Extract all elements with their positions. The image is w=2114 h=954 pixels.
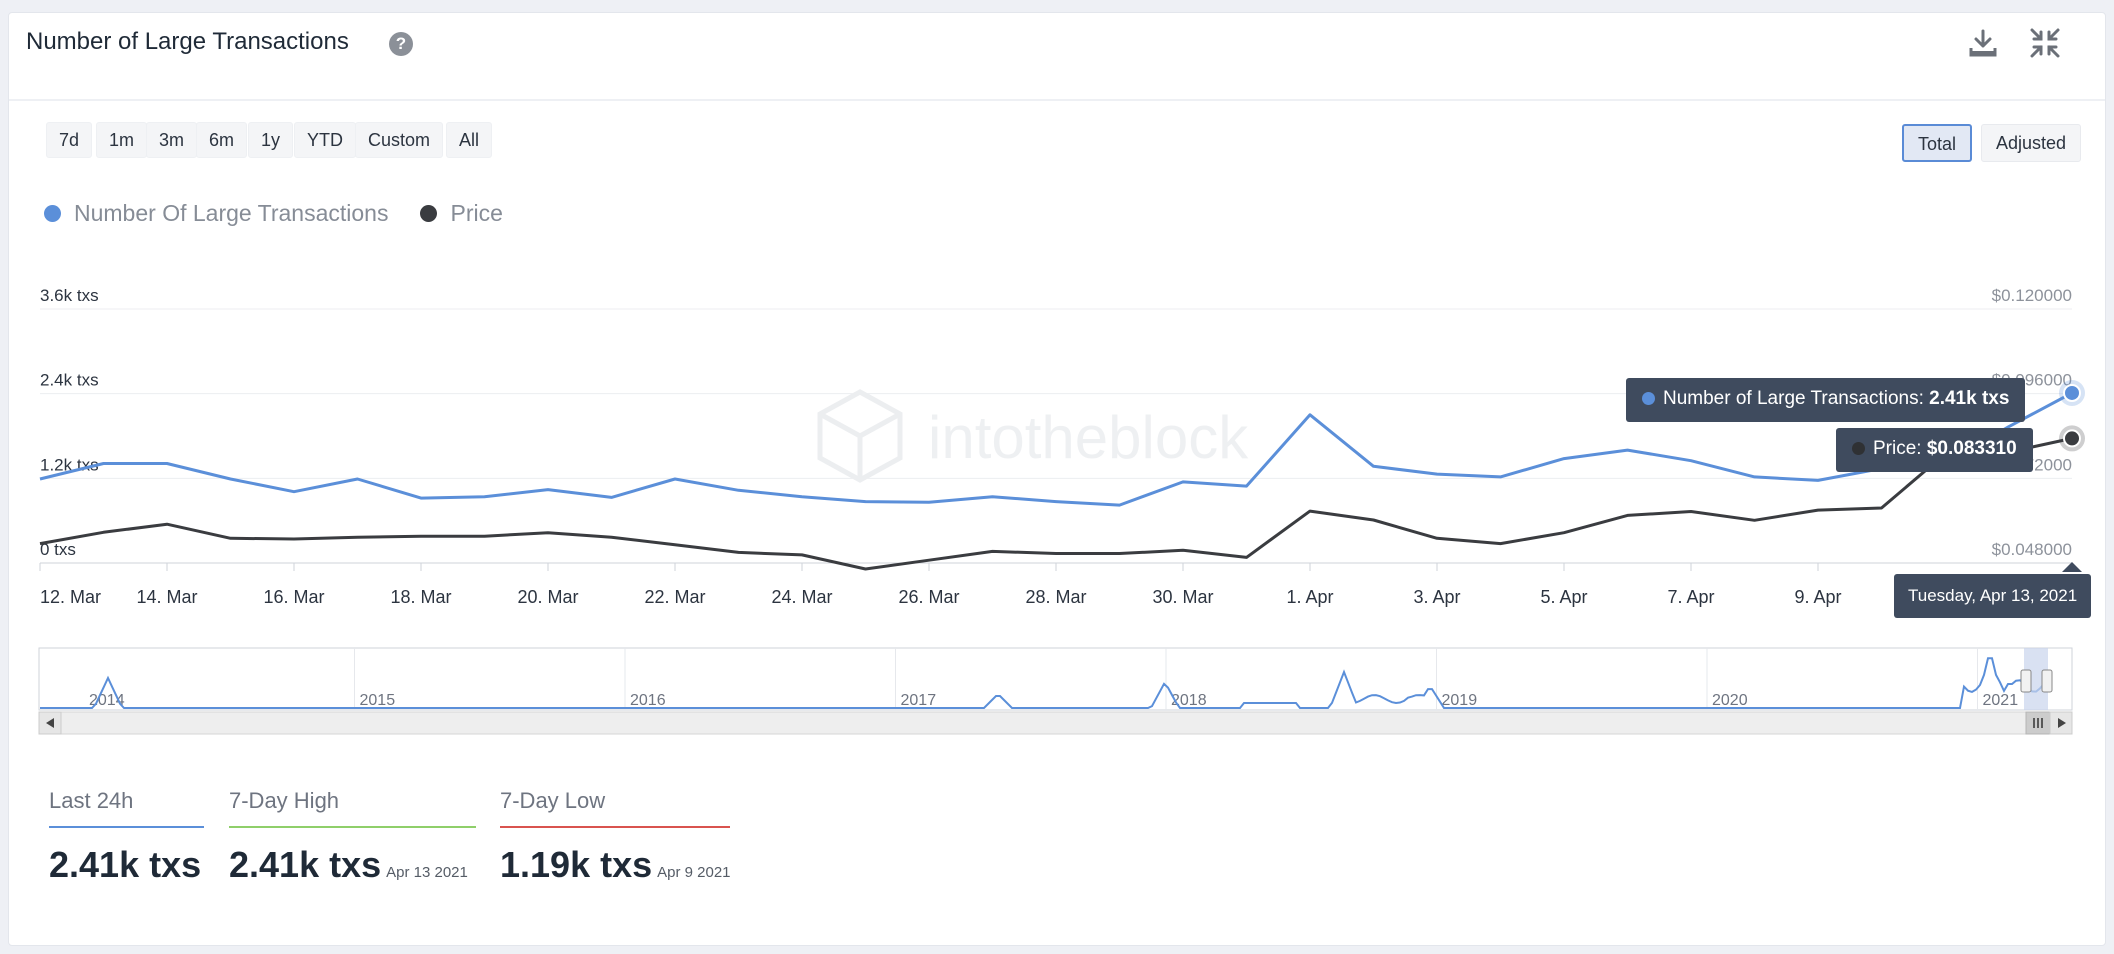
navigator-right-handle[interactable]	[2041, 669, 2053, 693]
x-tick-label: 1. Apr	[1286, 587, 1333, 607]
x-tick-label: 3. Apr	[1413, 587, 1460, 607]
stat-last-24h-value: 2.41k txs	[49, 844, 201, 886]
navigator-year-label: 2021	[1983, 692, 2019, 709]
tooltip-transactions: Number of Large Transactions: 2.41k txs	[1626, 378, 2026, 422]
x-tick-label: 14. Mar	[136, 587, 197, 607]
watermark-text: intotheblock	[928, 404, 1249, 471]
navigator-left-handle[interactable]	[2020, 669, 2032, 693]
navigator-year-label: 2015	[360, 692, 396, 709]
tooltip-price: Price: $0.083310	[1836, 428, 2033, 472]
tooltip-transactions-value: 2.41k txs	[1929, 388, 2010, 409]
navigator-scrollbar-track[interactable]	[38, 711, 2073, 735]
x-tick-label: 28. Mar	[1025, 587, 1086, 607]
navigator-year-label: 2016	[630, 692, 666, 709]
scroll-right-arrow-icon	[2058, 718, 2066, 728]
x-tick-label: 12. Mar	[40, 587, 101, 607]
legend-label-price: Price	[450, 199, 503, 226]
stat-last-24h-number: 2.41k txs	[49, 844, 202, 885]
scrollbar-grip-icon	[2033, 718, 2043, 728]
collapse-icon[interactable]	[2028, 26, 2062, 60]
stat-7day-low-label: 7-Day Low	[500, 788, 730, 828]
range-all-button[interactable]: All	[446, 122, 493, 158]
stat-last-24h-label: Last 24h	[49, 788, 204, 828]
x-tick-label: 9. Apr	[1794, 587, 1841, 607]
help-icon[interactable]: ?	[389, 32, 413, 56]
x-tick-label: 5. Apr	[1540, 587, 1587, 607]
y-right-tick-label: $0.048000	[1992, 540, 2072, 559]
y-left-tick-label: 3.6k txs	[40, 286, 99, 305]
date-tooltip-pointer	[2062, 562, 2082, 572]
stat-7day-high-number: 2.41k txs	[229, 844, 382, 885]
card-header	[9, 13, 2105, 101]
series-line-price	[39, 436, 2073, 571]
legend-dot-transactions	[44, 204, 61, 222]
x-tick-label: 20. Mar	[517, 587, 578, 607]
series-line-transactions	[39, 391, 2073, 507]
tooltip-price-dot	[1852, 442, 1865, 455]
tooltip-transactions-dot	[1642, 392, 1655, 405]
navigator-series-line	[40, 657, 2049, 709]
x-tick-label: 22. Mar	[644, 587, 705, 607]
range-ytd-button[interactable]: YTD	[294, 122, 356, 158]
stat-last-24h: Last 24h 2.41k txs	[49, 788, 204, 885]
hover-point-transactions[interactable]	[2063, 383, 2081, 402]
x-tick-label: 30. Mar	[1152, 587, 1213, 607]
range-7d-button[interactable]: 7d	[46, 122, 93, 158]
tooltip-date: Tuesday, Apr 13, 2021	[1894, 574, 2092, 618]
stat-7day-low-date: Apr 9 2021	[657, 864, 731, 881]
range-6m-button[interactable]: 6m	[196, 122, 248, 158]
y-left-tick-label: 0 txs	[40, 540, 76, 559]
navigator-year-label: 2020	[1712, 692, 1748, 709]
navigator-year-label: 2018	[1171, 692, 1207, 709]
tooltip-price-label: Price:	[1873, 438, 1922, 459]
navigator-year-label: 2017	[901, 692, 937, 709]
x-tick-label: 16. Mar	[263, 587, 324, 607]
tooltip-transactions-label: Number of Large Transactions:	[1663, 388, 1924, 409]
download-icon[interactable]	[1966, 26, 2000, 60]
hover-point-price[interactable]	[2063, 429, 2081, 448]
legend-label-transactions: Number Of Large Transactions	[74, 199, 389, 226]
legend-dot-price	[420, 204, 438, 222]
stat-7day-low: 7-Day Low 1.19k txs Apr 9 2021	[500, 788, 731, 885]
stat-7day-high-value: 2.41k txs Apr 13 2021	[229, 844, 468, 886]
stat-7day-high-date: Apr 13 2021	[386, 864, 468, 881]
range-1y-button[interactable]: 1y	[248, 122, 294, 158]
total-toggle-button[interactable]: Total	[1902, 124, 1973, 162]
range-custom-button[interactable]: Custom	[355, 122, 444, 158]
x-tick-label: 26. Mar	[898, 587, 959, 607]
chart-legend: Number Of Large Transactions Price	[44, 198, 535, 228]
stat-7day-low-value: 1.19k txs Apr 9 2021	[500, 844, 731, 886]
adjusted-toggle-button[interactable]: Adjusted	[1981, 124, 2082, 162]
x-tick-label: 18. Mar	[390, 587, 451, 607]
stat-7day-high-label: 7-Day High	[229, 788, 476, 828]
chart-title: Number of Large Transactions	[26, 28, 349, 55]
legend-item-transactions[interactable]: Number Of Large Transactions	[44, 200, 388, 227]
navigator-year-label: 2019	[1442, 692, 1478, 709]
range-1m-button[interactable]: 1m	[96, 122, 148, 158]
x-tick-label: 24. Mar	[771, 587, 832, 607]
stat-7day-low-number: 1.19k txs	[500, 844, 653, 885]
tooltip-price-value: $0.083310	[1926, 438, 2017, 459]
y-right-tick-label: $0.120000	[1992, 286, 2072, 305]
x-tick-label: 7. Apr	[1667, 587, 1714, 607]
scroll-left-arrow-icon	[46, 718, 54, 728]
y-left-tick-label: 2.4k txs	[40, 371, 99, 390]
watermark-logo-icon	[817, 389, 903, 483]
legend-item-price[interactable]: Price	[420, 199, 503, 227]
navigator-frame	[38, 647, 2073, 711]
stat-7day-high: 7-Day High 2.41k txs Apr 13 2021	[229, 788, 476, 885]
